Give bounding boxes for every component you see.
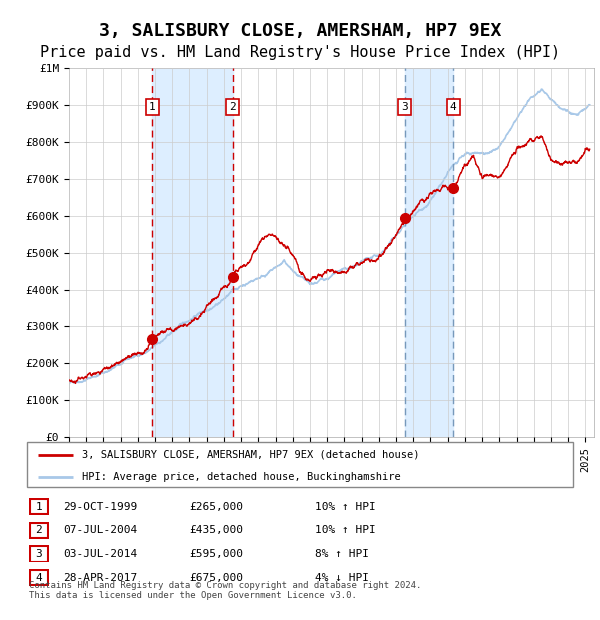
- Text: 3, SALISBURY CLOSE, AMERSHAM, HP7 9EX (detached house): 3, SALISBURY CLOSE, AMERSHAM, HP7 9EX (d…: [82, 450, 419, 459]
- Text: 8% ↑ HPI: 8% ↑ HPI: [315, 549, 369, 559]
- FancyBboxPatch shape: [27, 442, 573, 487]
- Text: 2: 2: [229, 102, 236, 112]
- Text: £595,000: £595,000: [189, 549, 243, 559]
- Text: Contains HM Land Registry data © Crown copyright and database right 2024.
This d: Contains HM Land Registry data © Crown c…: [29, 581, 421, 600]
- Text: Price paid vs. HM Land Registry's House Price Index (HPI): Price paid vs. HM Land Registry's House …: [40, 45, 560, 60]
- Text: 29-OCT-1999: 29-OCT-1999: [63, 502, 137, 512]
- Text: 3, SALISBURY CLOSE, AMERSHAM, HP7 9EX: 3, SALISBURY CLOSE, AMERSHAM, HP7 9EX: [99, 22, 501, 40]
- Text: 28-APR-2017: 28-APR-2017: [63, 572, 137, 583]
- Text: £435,000: £435,000: [189, 525, 243, 536]
- Text: 10% ↑ HPI: 10% ↑ HPI: [315, 502, 376, 512]
- Text: 4: 4: [35, 572, 42, 583]
- FancyBboxPatch shape: [30, 499, 47, 515]
- Text: 1: 1: [35, 502, 42, 512]
- Text: 1: 1: [149, 102, 155, 112]
- FancyBboxPatch shape: [30, 570, 47, 585]
- Text: 4% ↓ HPI: 4% ↓ HPI: [315, 572, 369, 583]
- Text: 3: 3: [35, 549, 42, 559]
- Text: 2: 2: [35, 525, 42, 536]
- Text: 10% ↑ HPI: 10% ↑ HPI: [315, 525, 376, 536]
- FancyBboxPatch shape: [30, 546, 47, 562]
- Text: 03-JUL-2014: 03-JUL-2014: [63, 549, 137, 559]
- Text: £675,000: £675,000: [189, 572, 243, 583]
- Text: 3: 3: [401, 102, 408, 112]
- Text: 4: 4: [450, 102, 457, 112]
- Text: HPI: Average price, detached house, Buckinghamshire: HPI: Average price, detached house, Buck…: [82, 472, 400, 482]
- Text: 07-JUL-2004: 07-JUL-2004: [63, 525, 137, 536]
- Bar: [404, 68, 453, 437]
- FancyBboxPatch shape: [30, 523, 47, 538]
- Bar: [152, 68, 233, 437]
- Text: £265,000: £265,000: [189, 502, 243, 512]
